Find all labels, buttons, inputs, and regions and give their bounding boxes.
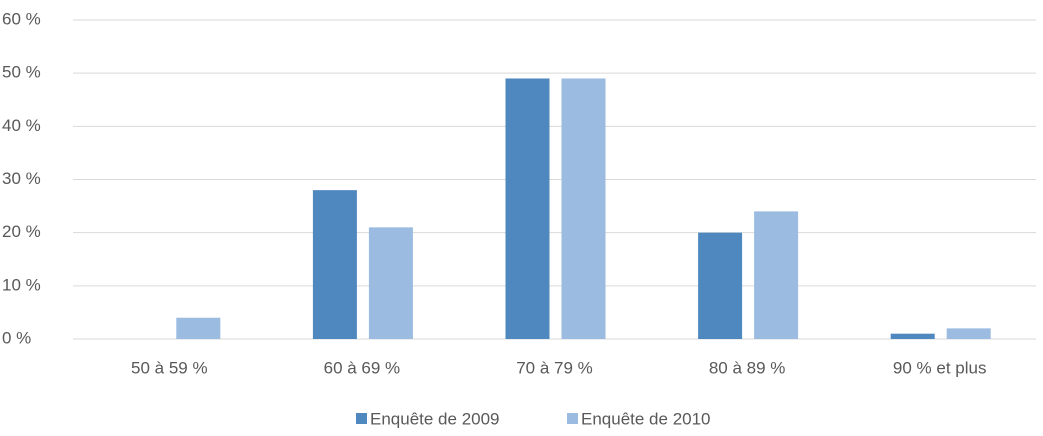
y-tick-label: 10 % [2,275,41,294]
y-tick-label: 30 % [2,169,41,188]
legend-swatch [356,413,367,424]
bar [754,211,799,339]
x-tick-label: 60 à 69 % [324,358,401,377]
bar [505,78,550,339]
legend-swatch [567,413,578,424]
y-tick-label: 40 % [2,116,41,135]
x-tick-label: 70 à 79 % [516,358,593,377]
bar [698,232,743,339]
y-tick-label: 0 % [2,328,31,347]
legend-label: Enquête de 2009 [370,409,500,428]
y-tick-label: 20 % [2,222,41,241]
bar [176,317,221,339]
x-tick-label: 90 % et plus [893,358,987,377]
bar [312,190,357,339]
bar [368,227,413,339]
bar [890,333,935,339]
y-tick-label: 50 % [2,63,41,82]
bar [946,328,991,339]
y-tick-label: 60 % [2,9,41,28]
x-tick-label: 50 à 59 % [131,358,208,377]
bar [561,78,606,339]
x-tick-label: 80 à 89 % [709,358,786,377]
legend-label: Enquête de 2010 [581,409,711,428]
